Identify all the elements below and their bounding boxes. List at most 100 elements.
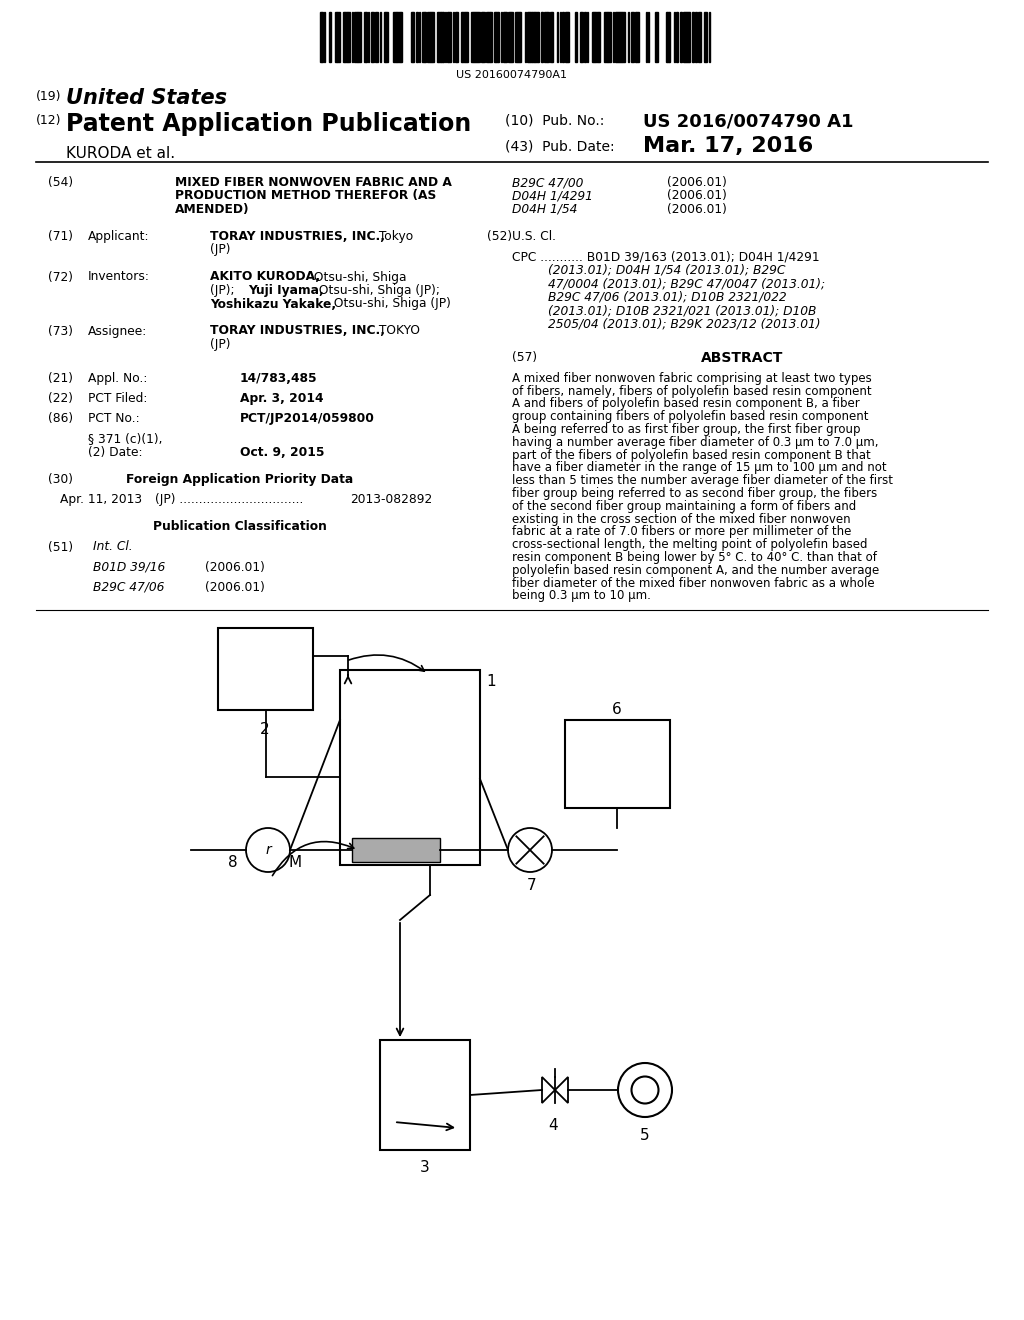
Bar	[667, 12, 669, 62]
Text: (2006.01): (2006.01)	[667, 203, 727, 216]
Text: Apr. 3, 2014: Apr. 3, 2014	[240, 392, 324, 405]
Text: PCT/JP2014/059800: PCT/JP2014/059800	[240, 412, 375, 425]
Bar	[375, 12, 378, 62]
Text: (30): (30)	[48, 473, 73, 486]
Text: MIXED FIBER NONWOVEN FABRIC AND A: MIXED FIBER NONWOVEN FABRIC AND A	[175, 176, 452, 189]
Text: part of the fibers of polyolefin based resin component B that: part of the fibers of polyolefin based r…	[512, 449, 870, 462]
Text: Applicant:: Applicant:	[88, 230, 150, 243]
Text: (71): (71)	[48, 230, 73, 243]
Bar	[490, 12, 492, 62]
Text: Yuji Iyama,: Yuji Iyama,	[248, 284, 324, 297]
Text: 8: 8	[228, 855, 238, 870]
Text: group containing fibers of polyolefin based resin component: group containing fibers of polyolefin ba…	[512, 411, 868, 424]
Bar	[575, 12, 577, 62]
Text: ABSTRACT: ABSTRACT	[700, 351, 783, 366]
Bar	[511, 12, 513, 62]
Text: 7: 7	[527, 878, 537, 894]
Text: US 20160074790A1: US 20160074790A1	[457, 70, 567, 81]
Bar	[397, 12, 400, 62]
Bar	[565, 719, 670, 808]
Text: (2006.01): (2006.01)	[667, 190, 727, 202]
Text: (2006.01): (2006.01)	[205, 581, 265, 594]
Text: U.S. Cl.: U.S. Cl.	[512, 230, 556, 243]
Text: Inventors:: Inventors:	[88, 271, 150, 284]
Text: (51): (51)	[48, 540, 73, 553]
Bar	[340, 671, 480, 865]
Text: cross-sectional length, the melting point of polyolefin based: cross-sectional length, the melting poin…	[512, 539, 867, 552]
Bar	[550, 12, 552, 62]
Bar	[544, 12, 547, 62]
Bar	[562, 12, 564, 62]
Bar	[631, 12, 634, 62]
FancyArrowPatch shape	[272, 842, 353, 875]
Text: (2006.01): (2006.01)	[205, 561, 265, 574]
Bar	[432, 12, 434, 62]
Text: fiber diameter of the mixed fiber nonwoven fabric as a whole: fiber diameter of the mixed fiber nonwov…	[512, 577, 874, 590]
Text: Appl. No.:: Appl. No.:	[88, 372, 147, 384]
Text: 47/0004 (2013.01); B29C 47/0047 (2013.01);: 47/0004 (2013.01); B29C 47/0047 (2013.01…	[548, 277, 825, 290]
Text: D04H 1/4291: D04H 1/4291	[512, 190, 593, 202]
Text: r: r	[265, 843, 271, 857]
Text: (57): (57)	[512, 351, 538, 364]
Text: Mar. 17, 2016: Mar. 17, 2016	[643, 136, 813, 156]
Text: 14/783,485: 14/783,485	[240, 372, 317, 384]
Bar	[449, 12, 451, 62]
Bar	[695, 12, 697, 62]
Bar	[348, 12, 350, 62]
Text: United States: United States	[66, 88, 227, 108]
Text: B01D 39/16: B01D 39/16	[93, 561, 165, 574]
Bar	[655, 12, 658, 62]
Text: have a fiber diameter in the range of 15 μm to 100 μm and not: have a fiber diameter in the range of 15…	[512, 462, 887, 474]
Text: 2: 2	[260, 722, 269, 737]
Text: (52): (52)	[487, 230, 512, 243]
Text: KURODA et al.: KURODA et al.	[66, 147, 175, 161]
Bar	[622, 12, 625, 62]
Text: PCT Filed:: PCT Filed:	[88, 392, 147, 405]
Bar	[483, 12, 485, 62]
Bar	[422, 12, 424, 62]
Bar	[532, 12, 534, 62]
Text: polyolefin based resin component A, and the number average: polyolefin based resin component A, and …	[512, 564, 880, 577]
Text: TORAY INDUSTRIES, INC.,: TORAY INDUSTRIES, INC.,	[210, 325, 385, 338]
Text: (22): (22)	[48, 392, 73, 405]
Bar	[354, 12, 357, 62]
Bar	[386, 12, 388, 62]
Text: Apr. 11, 2013: Apr. 11, 2013	[60, 494, 142, 507]
Bar	[416, 12, 418, 62]
Text: Foreign Application Priority Data: Foreign Application Priority Data	[126, 473, 353, 486]
Bar	[705, 12, 707, 62]
Text: (JP);: (JP);	[210, 284, 239, 297]
Text: (72): (72)	[48, 271, 73, 284]
Text: (19): (19)	[36, 90, 61, 103]
Bar	[393, 12, 396, 62]
Bar	[345, 12, 347, 62]
Text: having a number average fiber diameter of 0.3 μm to 7.0 μm,: having a number average fiber diameter o…	[512, 436, 879, 449]
Text: 5: 5	[640, 1129, 650, 1143]
Text: Tokyo: Tokyo	[375, 230, 414, 243]
Text: D04H 1/54: D04H 1/54	[512, 203, 578, 216]
Text: AKITO KURODA,: AKITO KURODA,	[210, 271, 321, 284]
Text: (JP): (JP)	[210, 338, 230, 351]
Text: resin component B being lower by 5° C. to 40° C. than that of: resin component B being lower by 5° C. t…	[512, 550, 877, 564]
Bar	[380, 1040, 470, 1150]
Text: 6: 6	[612, 702, 622, 717]
Bar	[508, 12, 510, 62]
Text: Publication Classification: Publication Classification	[153, 520, 327, 533]
Text: Otsu-shi, Shiga (JP): Otsu-shi, Shiga (JP)	[330, 297, 451, 310]
Text: CPC ........... B01D 39/163 (2013.01); D04H 1/4291: CPC ........... B01D 39/163 (2013.01); D…	[512, 251, 819, 263]
Text: Assignee:: Assignee:	[88, 325, 147, 338]
Text: (2013.01); D04H 1/54 (2013.01); B29C: (2013.01); D04H 1/54 (2013.01); B29C	[548, 264, 785, 277]
Bar	[604, 12, 607, 62]
Text: (JP) ................................: (JP) ................................	[155, 494, 303, 507]
Text: Int. Cl.: Int. Cl.	[93, 540, 133, 553]
Text: Yoshikazu Yakake,: Yoshikazu Yakake,	[210, 297, 336, 310]
Bar	[530, 12, 532, 62]
Bar	[698, 12, 701, 62]
Text: 2013-082892: 2013-082892	[350, 494, 432, 507]
Text: (43)  Pub. Date:: (43) Pub. Date:	[505, 139, 614, 153]
Text: B29C 47/06 (2013.01); D10B 2321/022: B29C 47/06 (2013.01); D10B 2321/022	[548, 290, 786, 304]
Text: Otsu-shi, Shiga: Otsu-shi, Shiga	[310, 271, 407, 284]
Bar	[352, 838, 440, 862]
Bar	[496, 12, 498, 62]
Text: 3: 3	[420, 1160, 430, 1175]
